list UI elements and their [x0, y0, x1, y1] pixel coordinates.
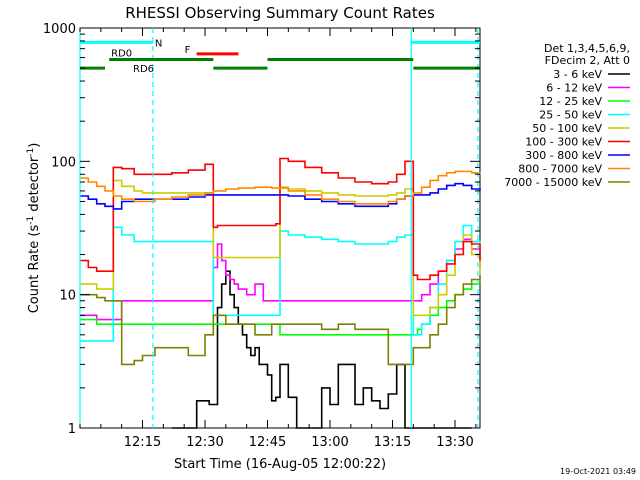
y-tick-label: 10	[59, 289, 76, 304]
legend-label-25-50-kev: 25 - 50 keV	[539, 109, 602, 122]
legend: Det 1,3,4,5,6,9, FDecim 2, Att 0 3 - 6 k…	[504, 42, 630, 189]
x-tick-label: 12:15	[124, 435, 161, 450]
flag-label-rd6: RD6	[133, 64, 154, 75]
series-line-800-7000-kev	[80, 170, 481, 205]
legend-label-100-300-kev: 100 - 300 keV	[525, 136, 602, 149]
legend-label-12-25-kev: 12 - 25 keV	[539, 95, 602, 108]
y-axis-label-main: Count Rate (s	[27, 225, 42, 314]
y-axis-label-sup1: -1	[26, 216, 36, 225]
x-tick-label: 12:45	[249, 435, 286, 450]
legend-label-300-800-kev: 300 - 800 keV	[525, 149, 602, 162]
timestamp: 19-Oct-2021 03:49	[560, 467, 636, 476]
vertical-lines	[79, 28, 479, 428]
y-tick-label: 1000	[43, 22, 76, 37]
legend-label-7000-15000-kev: 7000 - 15000 keV	[504, 176, 602, 189]
x-axis-label: Start Time (16-Aug-05 12:00:22)	[174, 457, 386, 472]
y-axis-label-sup2: -1	[26, 148, 36, 157]
y-axis: 1 10 100 1000	[43, 22, 480, 437]
legend-label-3-6-kev: 3 - 6 keV	[553, 68, 602, 81]
series-line-3-6-kev	[171, 270, 472, 429]
legend-label-800-7000-kev: 800 - 7000 keV	[518, 163, 602, 176]
legend-label-6-12-kev: 6 - 12 keV	[546, 82, 602, 95]
series-line-100-300-kev	[80, 157, 481, 281]
flag-label-f: F	[185, 45, 191, 56]
series-line-6-12-kev	[80, 238, 481, 321]
series-line-25-50-kev	[80, 224, 481, 342]
y-tick-label: 1	[68, 422, 76, 437]
x-axis: 12:15 12:30 12:45 13:00 13:15 13:30	[79, 28, 477, 450]
legend-header-2: FDecim 2, Att 0	[545, 54, 630, 67]
series-layer	[80, 157, 481, 429]
y-tick-label: 100	[51, 155, 76, 170]
x-tick-label: 13:30	[436, 435, 473, 450]
chart-title: RHESSI Observing Summary Count Rates	[125, 4, 435, 22]
y-axis-label-mid: detector	[27, 156, 42, 216]
flag-label-n: N	[155, 38, 162, 49]
series-line-300-800-kev	[80, 182, 481, 210]
flag-label-rd0: RD0	[111, 49, 132, 60]
legend-label-50-100-kev: 50 - 100 keV	[532, 122, 602, 135]
x-tick-label: 13:15	[374, 435, 411, 450]
x-tick-label: 13:00	[311, 435, 348, 450]
y-axis-label: Count Rate (s-1 detector-1)	[26, 143, 42, 314]
legend-header-1: Det 1,3,4,5,6,9,	[544, 42, 630, 55]
x-tick-label: 12:30	[186, 435, 223, 450]
series-line-7000-15000-kev	[80, 278, 481, 366]
y-axis-label-end: )	[27, 143, 42, 148]
